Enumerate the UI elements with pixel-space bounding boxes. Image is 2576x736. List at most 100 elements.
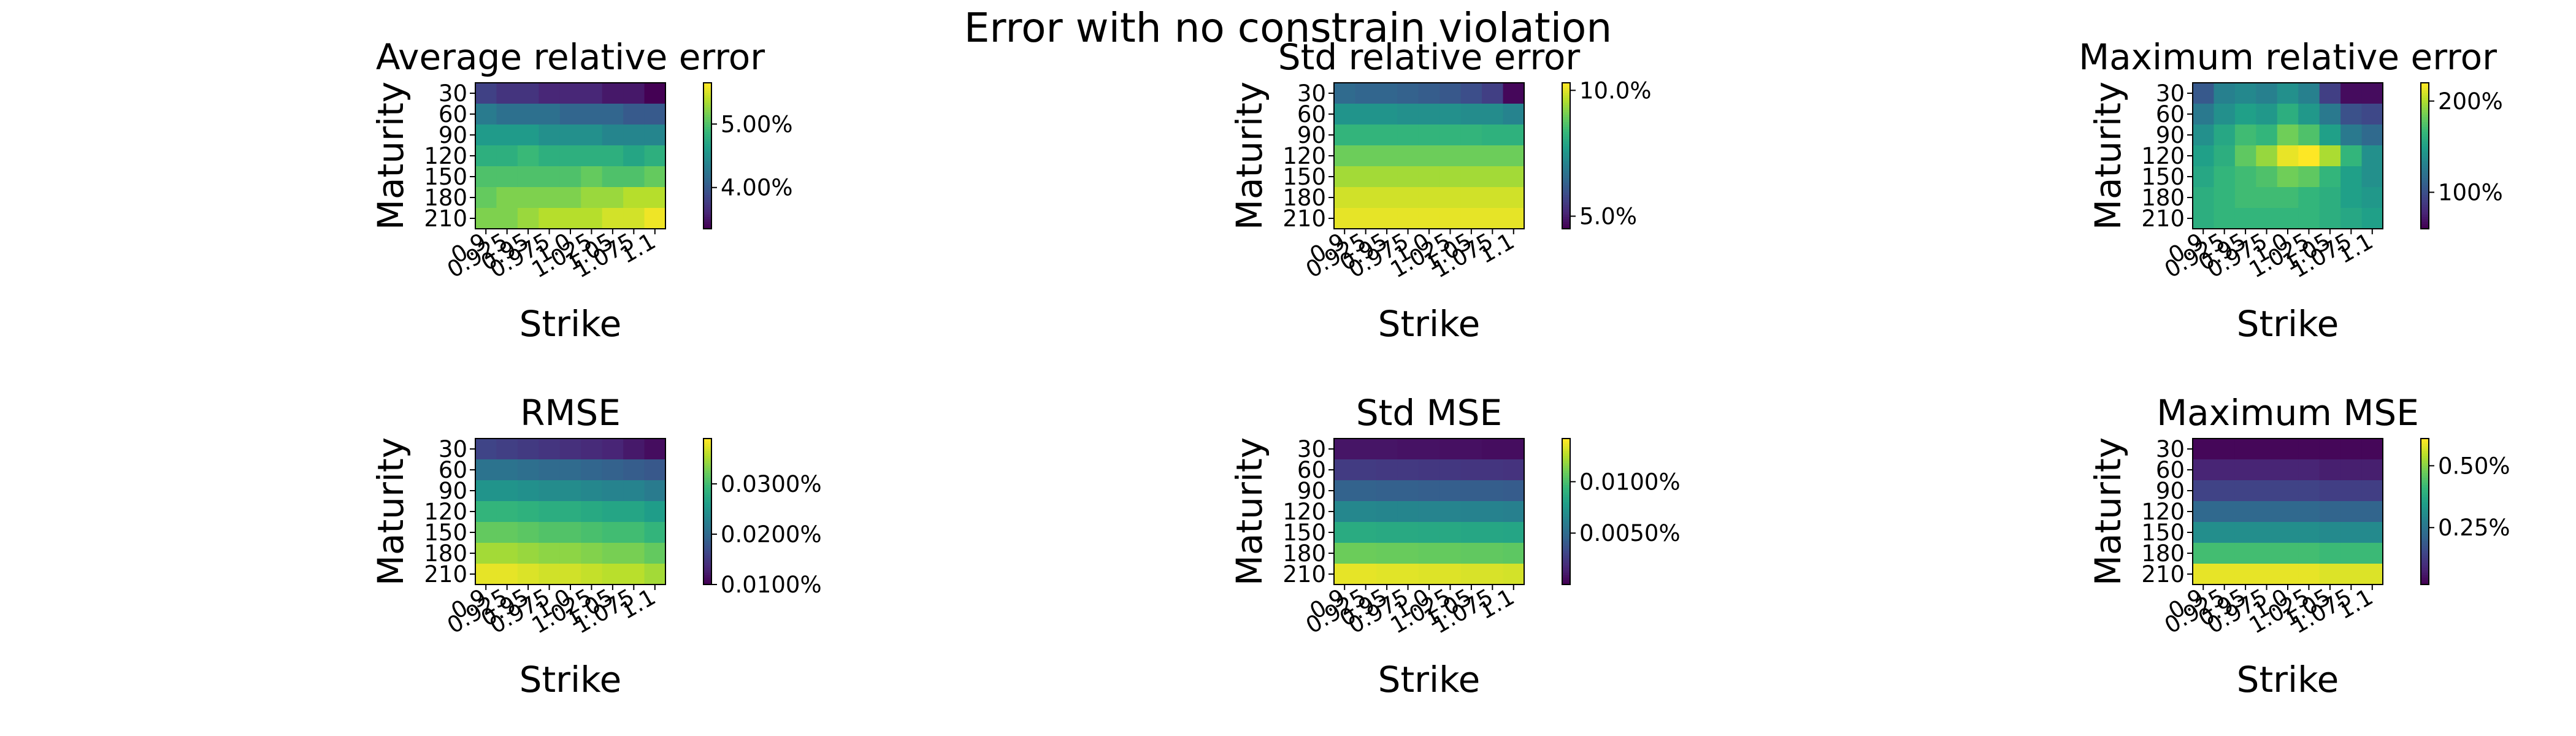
heatmap-cell xyxy=(2361,187,2383,209)
heatmap-cell xyxy=(559,564,581,585)
heatmap-cell xyxy=(581,83,603,104)
colorbar-segment xyxy=(1562,209,1570,212)
heatmap-cell xyxy=(2340,83,2363,104)
heatmap-cell xyxy=(602,208,624,229)
colorbar-segment xyxy=(703,477,711,481)
heatmap-cell xyxy=(1503,480,1525,502)
heatmap-cell xyxy=(496,104,518,125)
y-tick-label: 90 xyxy=(2156,122,2185,148)
colorbar-tick-label: 100% xyxy=(2438,180,2503,206)
heatmap-cell xyxy=(2361,166,2383,188)
heatmap-cell xyxy=(539,564,561,585)
heatmap-cell xyxy=(2319,125,2341,146)
colorbar-segment xyxy=(703,582,711,585)
colorbar-segment xyxy=(2421,163,2429,166)
heatmap-cell xyxy=(623,145,645,167)
colorbar-segment xyxy=(703,219,711,222)
y-tick-label: 150 xyxy=(424,519,467,546)
heatmap-cell xyxy=(517,459,539,481)
heatmap-cell xyxy=(1418,501,1440,523)
colorbar-segment xyxy=(2421,172,2429,176)
colorbar-segment xyxy=(703,87,711,91)
colorbar-segment xyxy=(2421,492,2429,495)
colorbar-segment xyxy=(703,112,711,115)
heatmap-cell xyxy=(1334,459,1356,481)
colorbar-frame xyxy=(703,438,712,585)
colorbar-segment xyxy=(2421,221,2429,224)
y-tick-label: 150 xyxy=(1282,164,1326,190)
heatmap-cell xyxy=(2234,104,2256,125)
panel-title: Std relative error xyxy=(1278,36,1581,78)
heatmap-cell xyxy=(2298,459,2320,481)
heatmap-cell xyxy=(2319,187,2341,209)
colorbar-segment xyxy=(2421,455,2429,459)
colorbar-segment xyxy=(1562,528,1570,532)
colorbar-segment xyxy=(1562,197,1570,200)
colorbar-segment xyxy=(1562,504,1570,507)
heatmap-cell xyxy=(1376,439,1398,460)
heatmap-cell xyxy=(1355,166,1377,188)
heatmap-cell xyxy=(602,439,624,460)
heatmap-cell xyxy=(1397,439,1419,460)
heatmap-cell xyxy=(517,83,539,104)
colorbar-segment xyxy=(2421,560,2429,563)
colorbar-tick-label: 0.0200% xyxy=(721,521,822,548)
heatmap-cell xyxy=(644,501,666,523)
heatmap-cell xyxy=(2234,83,2256,104)
heatmap-cell xyxy=(2256,480,2278,502)
colorbar-segment xyxy=(1562,512,1570,515)
heatmap-cell xyxy=(2361,145,2383,167)
heatmap-cell xyxy=(1460,145,1482,167)
heatmap-cell xyxy=(539,480,561,502)
colorbar-segment xyxy=(1562,134,1570,137)
colorbar-segment xyxy=(1562,523,1570,527)
colorbar-segment xyxy=(2421,489,2429,493)
heatmap-cell xyxy=(2234,145,2256,167)
colorbar-segment xyxy=(2421,153,2429,156)
colorbar-segment xyxy=(703,224,711,227)
colorbar-segment xyxy=(2421,513,2429,517)
heatmap-cell xyxy=(2298,522,2320,543)
heatmap-cell xyxy=(475,145,497,167)
colorbar-segment xyxy=(703,194,711,198)
colorbar-segment xyxy=(1562,99,1570,103)
heatmap-cell xyxy=(496,187,518,209)
heatmap-cell xyxy=(2361,83,2383,104)
colorbar-segment xyxy=(2421,477,2429,481)
colorbar-segment xyxy=(703,480,711,483)
heatmap-cell xyxy=(1418,480,1440,502)
heatmap-cell xyxy=(1439,187,1462,209)
heatmap-cell xyxy=(2340,439,2363,460)
colorbar-segment xyxy=(2421,170,2429,174)
heatmap-cell xyxy=(1376,83,1398,104)
colorbar-segment xyxy=(1562,575,1570,578)
colorbar-segment xyxy=(2421,148,2429,151)
colorbar-segment xyxy=(703,516,711,519)
heatmap-cell xyxy=(1503,439,1525,460)
heatmap-cell xyxy=(1334,501,1356,523)
heatmap-cell xyxy=(539,501,561,523)
colorbar-segment xyxy=(1562,443,1570,447)
colorbar-segment xyxy=(703,548,711,551)
heatmap-cell xyxy=(2319,459,2341,481)
heatmap-cell xyxy=(1334,480,1356,502)
y-tick-label: 60 xyxy=(1297,457,1326,483)
heatmap-panel: Std relative error3060901201501802100.90… xyxy=(1229,36,1652,345)
heatmap-cell xyxy=(2340,125,2363,146)
colorbar-segment xyxy=(2421,124,2429,127)
colorbar-segment xyxy=(2421,528,2429,532)
colorbar-segment xyxy=(2421,540,2429,544)
heatmap-cell xyxy=(1460,480,1482,502)
heatmap-cell xyxy=(644,480,666,502)
colorbar-segment xyxy=(1562,531,1570,534)
heatmap-cell xyxy=(1503,459,1525,481)
heatmap-cell xyxy=(1397,83,1419,104)
colorbar-segment xyxy=(703,470,711,473)
colorbar-segment xyxy=(1562,172,1570,176)
heatmap-cell xyxy=(1418,439,1440,460)
heatmap-cell xyxy=(1334,187,1356,209)
colorbar-segment xyxy=(703,102,711,105)
heatmap-cell xyxy=(2193,564,2215,585)
colorbar-segment xyxy=(703,482,711,485)
colorbar-segment xyxy=(2421,480,2429,483)
